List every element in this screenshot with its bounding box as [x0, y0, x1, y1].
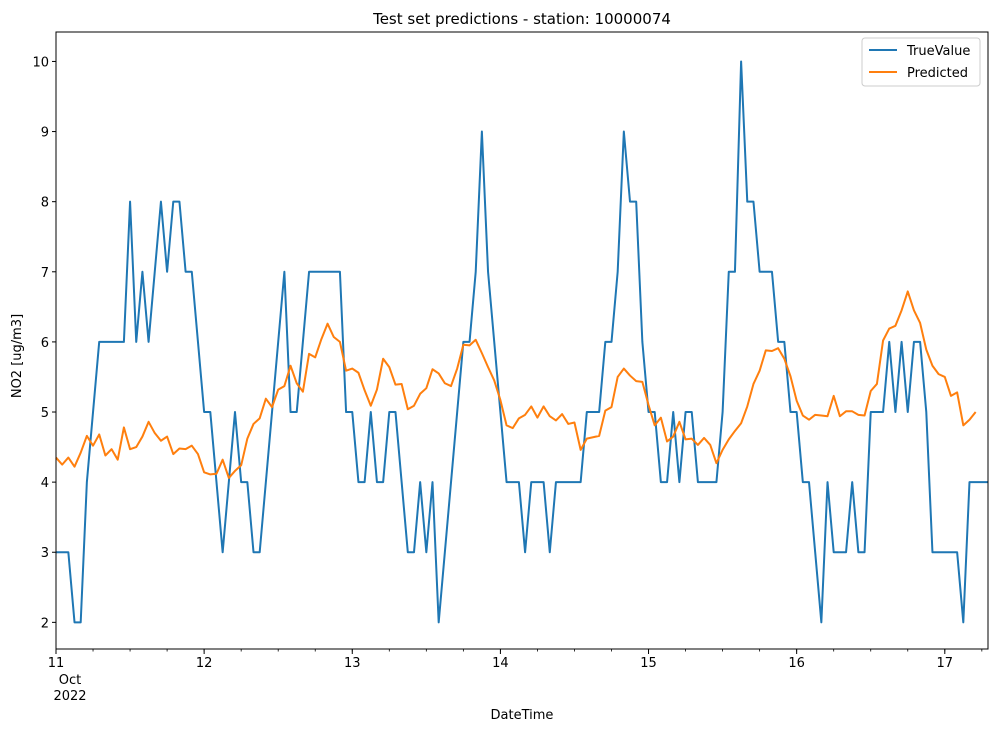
x-tick-label: 14 — [492, 656, 509, 671]
x-tick-label: 15 — [640, 656, 657, 671]
plot-area-frame — [55, 31, 989, 650]
x-tick-label: 12 — [196, 656, 213, 671]
y-tick-label: 6 — [41, 336, 49, 351]
series-line-truevalue — [56, 60, 988, 624]
x-tick-label: 17 — [937, 656, 954, 671]
legend: TrueValue Predicted — [861, 37, 981, 87]
series-layer — [55, 60, 988, 624]
series-line-predicted — [55, 290, 977, 479]
y-tick-label: 3 — [41, 546, 49, 561]
y-tick-label: 9 — [41, 126, 49, 141]
x-tick-label: 16 — [788, 656, 805, 671]
x-tick-sublabel: Oct — [59, 673, 81, 688]
legend-label-truevalue: TrueValue — [906, 44, 970, 59]
legend-label-predicted: Predicted — [907, 66, 968, 81]
y-tick-label: 4 — [41, 476, 49, 491]
y-tick-label: 7 — [41, 266, 49, 281]
x-tick-sublabel: 2022 — [53, 689, 86, 704]
x-tick-label: 11 — [48, 656, 65, 671]
x-axis-label: DateTime — [491, 708, 554, 723]
y-tick-label: 5 — [41, 406, 49, 421]
chart-title: Test set predictions - station: 10000074 — [372, 10, 671, 28]
y-tick-label: 8 — [41, 196, 49, 211]
y-axis: 2 3 4 5 6 7 8 9 10 — [32, 55, 56, 631]
y-tick-label: 2 — [41, 616, 49, 631]
y-tick-label: 10 — [32, 55, 49, 70]
x-tick-label: 13 — [344, 656, 361, 671]
y-axis-label: NO2 [ug/m3] — [10, 314, 25, 398]
